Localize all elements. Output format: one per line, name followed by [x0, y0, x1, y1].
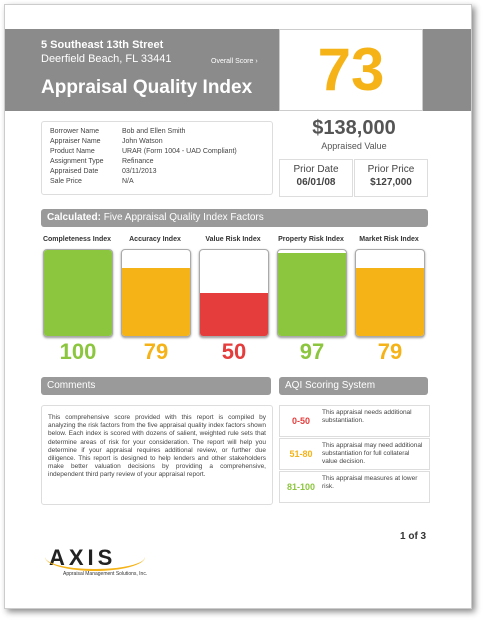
address-line: 5 Southeast 13th Street	[41, 39, 164, 51]
score-text: This appraisal measures at lower risk.	[322, 475, 418, 490]
prior-box: Prior Price $127,000	[354, 159, 428, 197]
appraised-value: $138,000	[312, 117, 396, 139]
info-label: Appraised Date	[50, 168, 99, 175]
info-label: Borrower Name	[50, 128, 100, 135]
logo-swoosh	[45, 543, 145, 571]
gauge	[277, 249, 347, 337]
gauge-score: 100	[59, 339, 97, 364]
prior-value: $127,000	[370, 177, 412, 188]
score-range: 0-50	[291, 416, 310, 426]
gauge	[199, 249, 269, 337]
score-range: 81-100	[286, 482, 316, 492]
gauge-name: Market Risk Index	[359, 236, 419, 243]
property-info: Borrower Name Bob and Ellen Smith Appraise…	[41, 121, 273, 195]
gauge-name: Value Risk Index	[205, 236, 261, 243]
scoring-row: 51-80 This appraisal may need additional …	[279, 438, 430, 470]
gauge-fill	[200, 293, 268, 336]
prior-label: Prior Date	[293, 164, 339, 175]
info-value: Bob and Ellen Smith	[122, 128, 186, 135]
gauge-score: 79	[377, 339, 403, 364]
comments-bar: Comments	[41, 377, 271, 395]
info-label: Product Name	[50, 148, 95, 155]
overall-score: 73	[279, 29, 423, 111]
score-text: This appraisal may need additional subst…	[322, 442, 423, 465]
label: Overall Score	[211, 58, 254, 65]
score-range: 51-80	[289, 449, 313, 459]
gauge-fill	[278, 252, 346, 336]
gauge-score: 97	[299, 339, 325, 364]
gauge-fill	[122, 268, 190, 336]
title: Appraisal Quality Index	[41, 77, 253, 98]
prior-label: Prior Price	[367, 164, 415, 175]
info-label: Assignment Type	[50, 158, 104, 165]
scoring-row: 81-100 This appraisal measures at lower r…	[279, 471, 430, 503]
tagline: Management Solutions, Inc.	[85, 571, 148, 577]
info-value: URAR (Form 1004 - UAD Compliant)	[122, 148, 237, 155]
gauge-score: 79	[143, 339, 169, 364]
info-label: Sale Price	[50, 178, 82, 185]
gauge-fill	[356, 268, 424, 336]
gauge	[121, 249, 191, 337]
logo-tagline: Appraisal Management Solutions, Inc.	[63, 571, 147, 577]
info-label: Appraiser Name	[50, 138, 101, 145]
comments-text: This comprehensive score provided with t…	[48, 414, 266, 479]
comments-box: This comprehensive score provided with t…	[41, 405, 273, 505]
gauge-name: Accuracy Index	[129, 236, 181, 243]
overall-score-label: Overall Score ›	[211, 58, 258, 65]
appraised-value-label: Appraised Value	[321, 141, 387, 151]
factors-title: Five Appraisal Quality Index Factors	[103, 212, 264, 223]
gauge-fill	[44, 250, 112, 336]
page: 5 Southeast 13th Street Deerfield Beach,…	[4, 4, 472, 609]
scoring-row: 0-50 This appraisal needs additional subs…	[279, 405, 430, 437]
prior-box: Prior Date 06/01/08	[279, 159, 353, 197]
address-line: Deerfield Beach, FL 33441	[41, 53, 172, 65]
info-value: N/A	[122, 178, 134, 185]
factors-bar: Calculated: Five Appraisal Quality Index…	[41, 209, 428, 227]
gauge-name: Property Risk Index	[278, 236, 344, 243]
prior-value: 06/01/08	[296, 177, 336, 188]
gauge	[355, 249, 425, 337]
score-text: This appraisal needs additional substant…	[322, 409, 412, 424]
info-value: Refinance	[122, 158, 154, 165]
scoring-bar: AQI Scoring System	[279, 377, 428, 395]
prefix: Calculated:	[47, 212, 101, 223]
info-value: John Watson	[122, 138, 163, 145]
gauge-name: Completeness Index	[42, 236, 112, 243]
gauge	[43, 249, 113, 337]
gauge-score: 50	[221, 339, 247, 364]
page-number: 1 of 3	[400, 531, 427, 542]
tagline: Appraisal	[63, 571, 84, 577]
info-value: 03/11/2013	[122, 168, 157, 175]
